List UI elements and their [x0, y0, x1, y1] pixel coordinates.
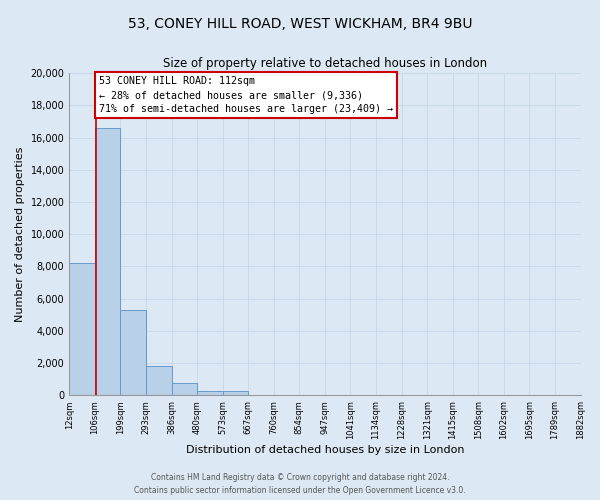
Bar	[223, 391, 248, 396]
Bar	[69, 264, 95, 396]
X-axis label: Distribution of detached houses by size in London: Distribution of detached houses by size …	[185, 445, 464, 455]
Text: 53, CONEY HILL ROAD, WEST WICKHAM, BR4 9BU: 53, CONEY HILL ROAD, WEST WICKHAM, BR4 9…	[128, 18, 472, 32]
Bar	[197, 391, 223, 396]
Text: Contains HM Land Registry data © Crown copyright and database right 2024.
Contai: Contains HM Land Registry data © Crown c…	[134, 473, 466, 495]
Bar	[95, 128, 121, 396]
Bar	[172, 384, 197, 396]
Bar	[146, 366, 172, 396]
Title: Size of property relative to detached houses in London: Size of property relative to detached ho…	[163, 58, 487, 70]
Bar	[121, 310, 146, 396]
Text: 53 CONEY HILL ROAD: 112sqm
← 28% of detached houses are smaller (9,336)
71% of s: 53 CONEY HILL ROAD: 112sqm ← 28% of deta…	[98, 76, 392, 114]
Y-axis label: Number of detached properties: Number of detached properties	[15, 146, 25, 322]
